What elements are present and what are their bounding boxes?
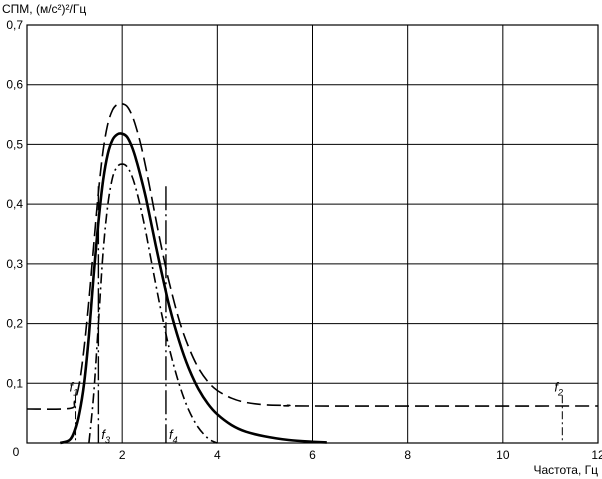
y-tick-label: 0,1 <box>6 376 23 390</box>
plot-frame <box>26 24 599 444</box>
series-line-dash-dot <box>88 163 218 444</box>
origin-label: 0 <box>13 445 20 459</box>
x-tick-label: 4 <box>214 448 221 462</box>
y-tick-label: 0,5 <box>6 137 23 151</box>
y-tick-label: 0,3 <box>6 257 23 271</box>
x-tick-label: 12 <box>591 448 602 462</box>
grid-lines <box>27 25 598 443</box>
series-group <box>26 102 599 445</box>
x-tick-label: 10 <box>496 448 510 462</box>
marker-label-f2: f2 <box>554 379 563 397</box>
x-axis-title: Частота, Гц <box>533 463 598 477</box>
y-tick-label: 0,7 <box>6 18 23 32</box>
x-tick-label: 6 <box>309 448 316 462</box>
marker-label-f1: f1 <box>70 379 79 397</box>
frequency-markers: f1 f3 f4 f2 <box>70 186 563 445</box>
marker-label-f4: f4 <box>169 427 178 445</box>
y-tick-label: 0,2 <box>6 317 23 331</box>
y-axis-title: СПМ, (м/с²)²/Гц <box>2 2 86 16</box>
y-tick-label: 0,4 <box>6 197 23 211</box>
marker-label-f3: f3 <box>101 427 110 445</box>
tick-labels: 2 4 6 8 10 12 0,1 0,2 0,3 0,4 0,5 0,6 0,7 0 <box>6 18 602 462</box>
series-line-long-dash <box>26 102 599 410</box>
y-tick-label: 0,6 <box>6 78 23 92</box>
series-line-solid <box>59 132 327 445</box>
x-tick-label: 8 <box>404 448 411 462</box>
x-tick-label: 2 <box>119 448 126 462</box>
